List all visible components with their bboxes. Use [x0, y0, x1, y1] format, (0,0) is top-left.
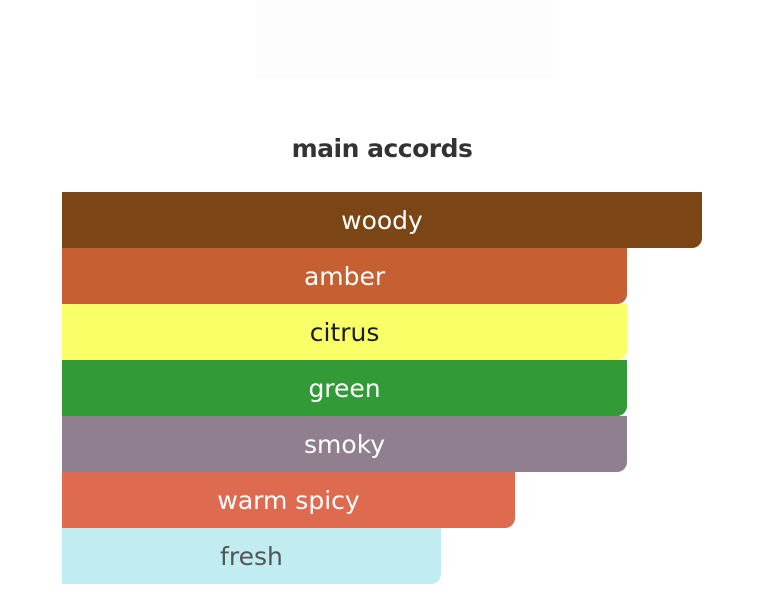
accord-bars: woody amber citrus green smoky warm spicy fres…	[62, 192, 702, 584]
accord-bar-woody: woody	[62, 192, 702, 248]
image-placeholder	[256, 0, 554, 78]
section-title: main accords	[291, 134, 473, 163]
accord-bar-citrus: citrus	[62, 304, 628, 360]
accord-bar-warm-spicy: warm spicy	[62, 472, 516, 528]
accord-bar-amber: amber	[62, 248, 628, 304]
accord-bar-fresh: fresh	[62, 528, 441, 584]
accord-bar-green: green	[62, 360, 628, 416]
accord-bar-smoky: smoky	[62, 416, 628, 472]
